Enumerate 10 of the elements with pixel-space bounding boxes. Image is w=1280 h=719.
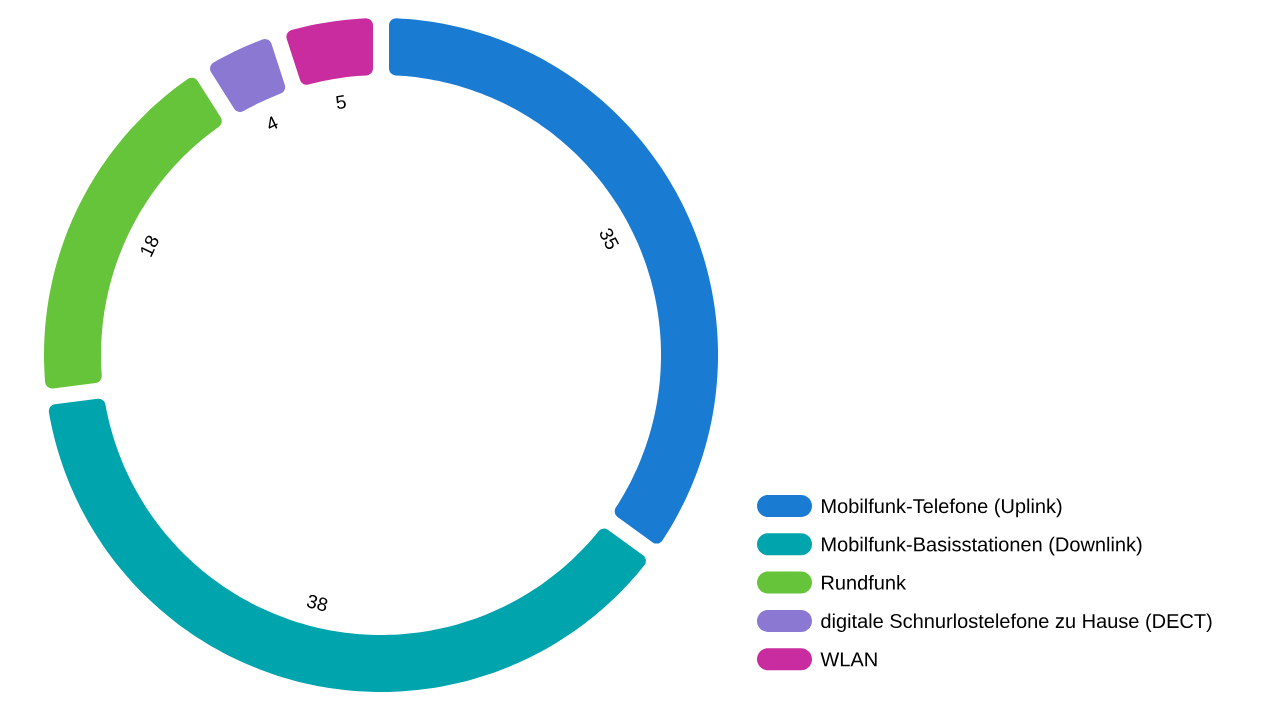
- legend-label: digitale Schnurlostelefone zu Hause (DECT): [821, 613, 1212, 633]
- legend-label: WLAN: [820, 652, 877, 667]
- legend-label: Rundfunk: [822, 575, 907, 590]
- data-label: 18: [141, 235, 159, 258]
- legend-label: Mobilfunk-Telefone (Uplink): [822, 498, 1062, 518]
- legend-label: Mobilfunk-Basisstationen (Downlink): [822, 536, 1142, 556]
- data-label: 35: [600, 228, 620, 250]
- data-label: 38: [306, 594, 328, 612]
- data-label: 5: [336, 95, 346, 109]
- data-label: 4: [268, 116, 278, 129]
